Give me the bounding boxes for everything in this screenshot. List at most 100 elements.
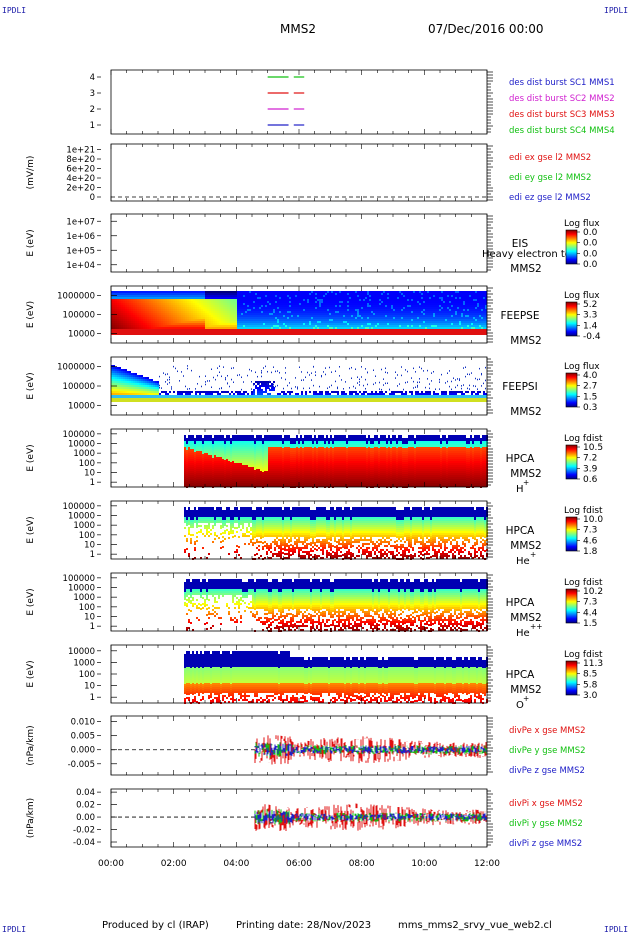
heatmap-cell	[127, 383, 129, 385]
heatmap-cell	[279, 311, 281, 313]
heatmap-cell	[281, 315, 283, 317]
heatmap-cell	[375, 295, 377, 297]
heatmap-cell	[161, 297, 163, 299]
heatmap-cell	[237, 319, 239, 321]
heatmap-cell	[465, 301, 467, 303]
heatmap-cell	[427, 293, 429, 295]
heatmap-cell	[143, 303, 145, 305]
heatmap-cell	[333, 293, 335, 295]
heatmap-cell	[415, 329, 417, 335]
heatmap-cell	[277, 395, 279, 398]
heatmap-cell	[361, 291, 363, 293]
heatmap-cell	[273, 398, 275, 402]
heatmap-cell	[459, 311, 461, 313]
heatmap-cell	[205, 311, 207, 313]
heatmap-cell	[245, 307, 247, 309]
heatmap-cell	[449, 291, 451, 293]
heatmap-cell	[405, 291, 407, 293]
heatmap-cell	[439, 315, 441, 317]
heatmap-cell	[305, 291, 307, 293]
heatmap-cell	[217, 325, 219, 327]
heatmap-cell	[169, 379, 170, 381]
heatmap-cell	[385, 299, 387, 301]
heatmap-cell	[393, 303, 395, 305]
heatmap-cell	[339, 301, 341, 303]
heatmap-cell	[279, 309, 281, 311]
heatmap-cell	[305, 321, 307, 323]
heatmap-cell	[319, 299, 321, 301]
heatmap-cell	[237, 307, 239, 309]
heatmap-cell	[341, 303, 343, 305]
heatmap-cell	[317, 305, 319, 307]
heatmap-cell	[161, 321, 163, 323]
heatmap-cell	[453, 307, 455, 309]
heatmap-cell	[369, 303, 371, 305]
heatmap-cell	[307, 321, 309, 323]
heatmap-cell	[383, 305, 385, 307]
heatmap-cell	[373, 313, 375, 315]
heatmap-cell	[359, 297, 361, 299]
heatmap-cell	[429, 325, 431, 327]
heatmap-cell	[469, 295, 471, 297]
heatmap-cell	[283, 295, 285, 297]
heatmap-cell	[207, 311, 209, 313]
heatmap-cell	[149, 319, 151, 321]
heatmap-cell	[345, 307, 347, 309]
heatmap-cell	[239, 398, 241, 402]
heatmap-cell	[119, 371, 121, 373]
heatmap-cell	[207, 295, 209, 297]
heatmap-cell	[473, 305, 475, 307]
heatmap-cell	[393, 329, 395, 335]
heatmap-cell	[417, 295, 419, 297]
heatmap-cell	[171, 299, 173, 301]
heatmap-cell	[287, 398, 289, 402]
heatmap-cell	[279, 398, 281, 402]
heatmap-cell	[175, 395, 177, 398]
heatmap-cell	[173, 319, 175, 321]
heatmap-cell	[127, 385, 129, 387]
heatmap-cell	[471, 301, 473, 303]
heatmap-cell	[159, 323, 161, 325]
heatmap-cell	[433, 291, 435, 293]
heatmap-cell	[207, 325, 209, 327]
heatmap-cell	[155, 381, 157, 383]
heatmap-cell	[355, 327, 357, 329]
heatmap-cell	[167, 291, 169, 293]
heatmap-cell	[319, 329, 321, 335]
heatmap-cell	[139, 377, 141, 379]
heatmap-cell	[303, 313, 305, 315]
heatmap-cell	[275, 305, 277, 307]
heatmap-cell	[419, 301, 421, 303]
heatmap-cell	[341, 291, 343, 293]
heatmap-cell	[173, 311, 175, 313]
heatmap-cell	[437, 297, 439, 299]
heatmap-cell	[201, 309, 203, 311]
heatmap-cell	[183, 321, 185, 323]
heatmap-cell	[455, 323, 457, 325]
heatmap-cell	[431, 295, 433, 297]
heatmap-cell	[283, 398, 285, 402]
heatmap-cell	[231, 315, 233, 317]
heatmap-cell	[131, 323, 133, 325]
heatmap-cell	[457, 293, 459, 295]
heatmap-cell	[351, 329, 353, 335]
heatmap-cell	[319, 386, 320, 388]
heatmap-cell	[143, 313, 145, 315]
heatmap-cell	[213, 313, 215, 315]
heatmap-cell	[227, 323, 229, 325]
heatmap-cell	[241, 295, 243, 297]
heatmap-cell	[303, 379, 304, 381]
heatmap-cell	[447, 305, 449, 307]
heatmap-cell	[299, 319, 301, 321]
heatmap-cell	[117, 303, 119, 305]
heatmap-cell	[229, 315, 231, 317]
heatmap-cell	[239, 319, 241, 321]
heatmap-cell	[277, 393, 279, 395]
heatmap-cell	[229, 317, 231, 319]
heatmap-cell	[129, 323, 131, 325]
heatmap-cell	[329, 309, 331, 311]
heatmap-cell	[463, 325, 465, 327]
heatmap-cell	[251, 323, 253, 325]
heatmap-cell	[275, 307, 277, 309]
heatmap-cell	[185, 329, 187, 335]
